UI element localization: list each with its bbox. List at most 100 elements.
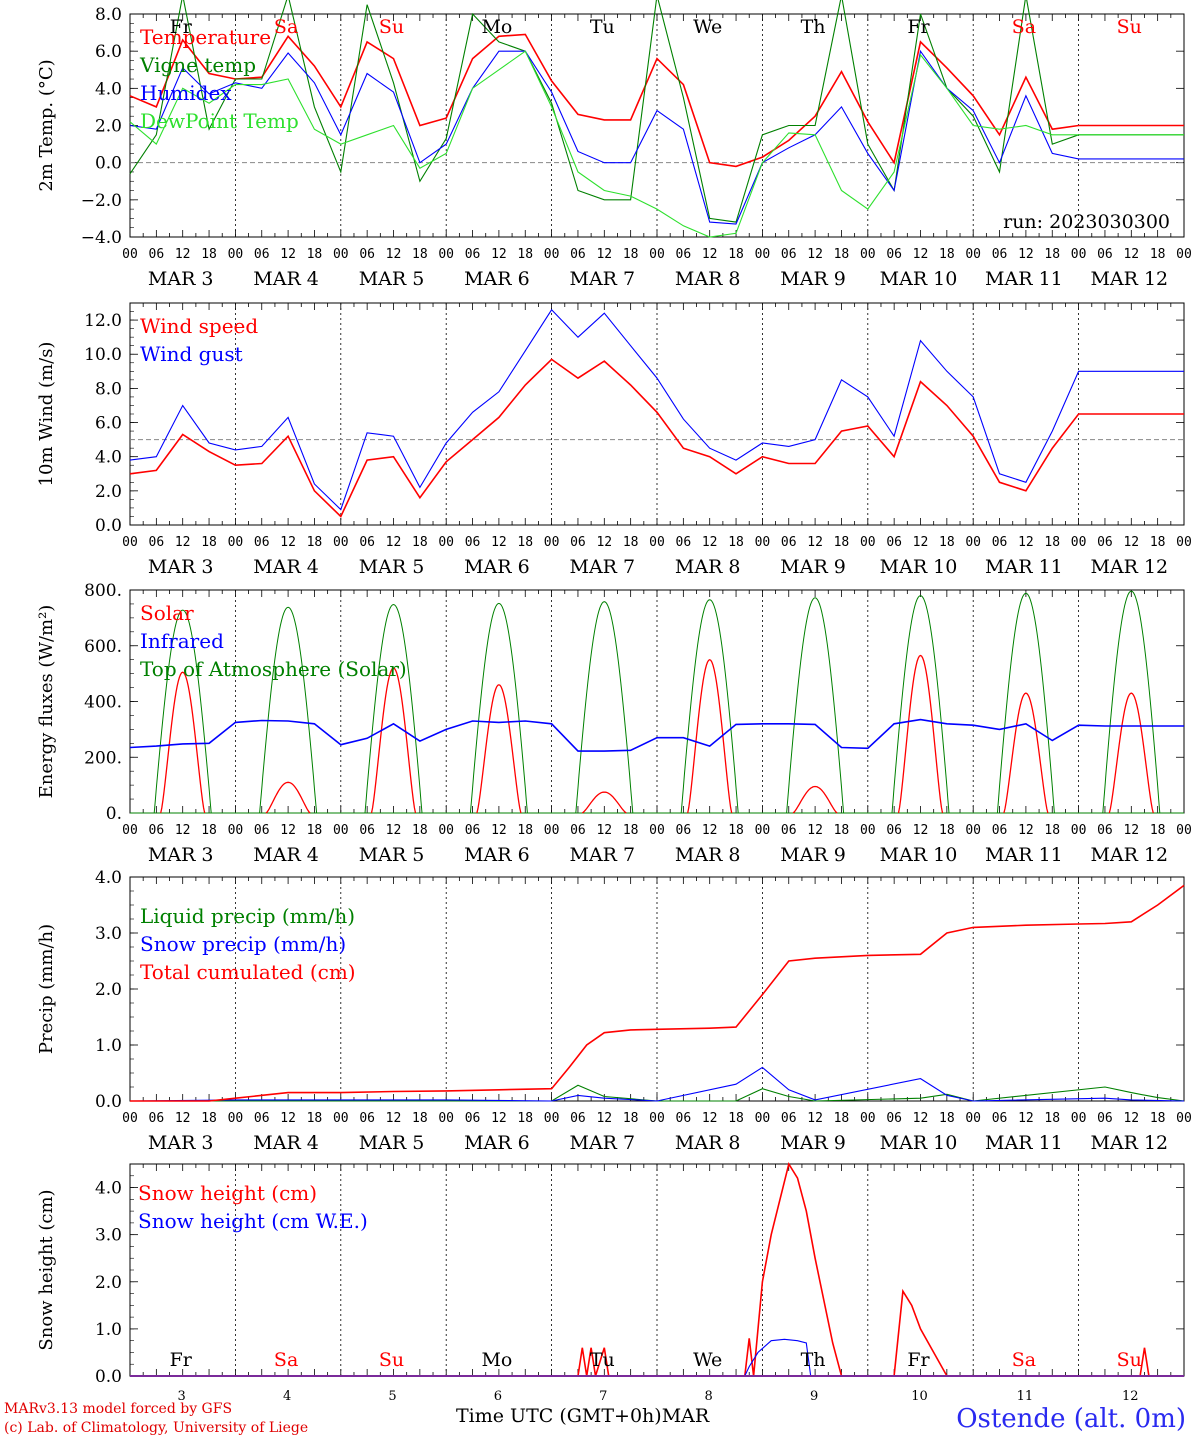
hour-label: 06 [886, 535, 902, 550]
hour-label: 00 [1071, 535, 1087, 550]
hour-label: 06 [254, 535, 270, 550]
day-number: 10 [911, 1389, 928, 1404]
hour-label: 06 [676, 1111, 692, 1126]
day-label: MAR 8 [675, 1132, 741, 1154]
y-tick-label: 800. [84, 581, 122, 601]
hour-label: 12 [913, 535, 929, 550]
day-label: MAR 7 [569, 268, 635, 290]
legend-entry: Temperature [140, 25, 271, 49]
hour-label: 06 [359, 823, 375, 838]
time-axis-label: Time UTC (GMT+0h)MAR [456, 1405, 709, 1427]
hour-label: 06 [570, 247, 586, 262]
weekday-label: Tu [590, 1349, 615, 1371]
hour-label: 00 [860, 247, 876, 262]
day-label: MAR 5 [359, 1132, 425, 1154]
legend-entry: Snow precip (mm/h) [140, 932, 346, 956]
y-axis-label: Snow height (cm) [36, 1189, 57, 1350]
day-label: MAR 11 [985, 556, 1063, 578]
y-tick-label: −4.0 [81, 228, 122, 248]
hour-label: 06 [465, 1111, 481, 1126]
toa-curve [259, 606, 318, 814]
hour-label: 00 [755, 823, 771, 838]
y-tick-label: 400. [84, 693, 122, 713]
legend-entry: Humidex [140, 81, 232, 105]
hour-label: 00 [965, 247, 981, 262]
hour-label: 00 [438, 823, 454, 838]
hour-label: 18 [1044, 535, 1060, 550]
weekday-label: We [693, 16, 722, 38]
hour-label: 00 [1176, 535, 1192, 550]
series-line-2 [129, 0, 1184, 223]
hour-label: 12 [175, 247, 191, 262]
day-number: 8 [705, 1389, 713, 1404]
weekday-label: Sa [1012, 1349, 1036, 1371]
day-label: MAR 6 [464, 1132, 530, 1154]
hour-label: 12 [807, 1111, 823, 1126]
hour-label: 00 [965, 1111, 981, 1126]
hour-label: 18 [728, 535, 744, 550]
toa-curve [1102, 590, 1161, 814]
hour-label: 18 [517, 535, 533, 550]
time-axis-xlabel: Time UTC (GMT+0h) [456, 1405, 662, 1427]
weekday-label: Sa [274, 16, 298, 38]
hour-label: 06 [465, 823, 481, 838]
y-axis-label: Energy fluxes (W/m²) [36, 605, 57, 799]
hour-label: 18 [623, 535, 639, 550]
hour-label: 12 [175, 823, 191, 838]
day-number: 5 [388, 1389, 396, 1404]
hour-label: 00 [1071, 247, 1087, 262]
hour-label: 06 [1097, 535, 1113, 550]
hour-label: 06 [254, 1111, 270, 1126]
toa-curve [575, 601, 634, 814]
solar-curve [1003, 692, 1049, 814]
day-label: MAR 11 [985, 268, 1063, 290]
y-axis-label: Precip (mm/h) [36, 924, 57, 1054]
day-label: MAR 9 [780, 556, 846, 578]
hour-label: 18 [412, 247, 428, 262]
day-label: MAR 7 [569, 844, 635, 866]
hour-label: 00 [755, 535, 771, 550]
station-title: Ostende (alt. 0m) [956, 1404, 1186, 1434]
hour-label: 00 [438, 1111, 454, 1126]
day-label: MAR 5 [359, 268, 425, 290]
day-label: MAR 4 [253, 556, 319, 578]
y-tick-label: 2.0 [95, 482, 122, 502]
hour-label: 18 [412, 535, 428, 550]
hour-label: 18 [201, 823, 217, 838]
model-credit: MARv3.13 model forced by GFS [4, 1401, 233, 1417]
hour-label: 00 [1176, 247, 1192, 262]
hour-label: 18 [939, 535, 955, 550]
hour-label: 00 [860, 1111, 876, 1126]
solar-curve [687, 658, 733, 814]
y-tick-label: 200. [84, 748, 122, 768]
hour-label: 18 [728, 1111, 744, 1126]
hour-label: 12 [280, 823, 296, 838]
solar-curve [476, 684, 522, 814]
hour-label: 00 [438, 247, 454, 262]
hour-label: 18 [412, 823, 428, 838]
panel-4: 4.0 3.0 2.0 1.0 0.0 Precip (mm/h) 00 06 12 18 MAR … [36, 868, 1192, 1154]
hour-label: 06 [1097, 823, 1113, 838]
solar-curve [1108, 692, 1154, 814]
y-tick-label: 6.0 [95, 42, 122, 62]
legend-entry: Vigne temp [139, 53, 256, 77]
hour-label: 18 [1150, 535, 1166, 550]
hour-label: 06 [570, 823, 586, 838]
hour-label: 06 [992, 823, 1008, 838]
hour-label: 00 [544, 535, 560, 550]
toa-curve [680, 599, 739, 814]
hour-label: 06 [570, 535, 586, 550]
day-label: MAR 10 [880, 268, 958, 290]
hour-label: 06 [465, 535, 481, 550]
hour-label: 00 [333, 1111, 349, 1126]
day-label: MAR 11 [985, 844, 1063, 866]
hour-label: 06 [676, 823, 692, 838]
day-label: MAR 4 [253, 268, 319, 290]
hour-label: 18 [728, 823, 744, 838]
y-tick-label: 4.0 [95, 79, 122, 99]
panel-2: 12.0 10.0 8.0 6.0 4.0 2.0 0.0 10m Wind (m/s) 00 0… [36, 302, 1192, 578]
hour-label: 12 [596, 1111, 612, 1126]
y-tick-label: 2.0 [95, 1273, 122, 1293]
hour-label: 12 [491, 823, 507, 838]
